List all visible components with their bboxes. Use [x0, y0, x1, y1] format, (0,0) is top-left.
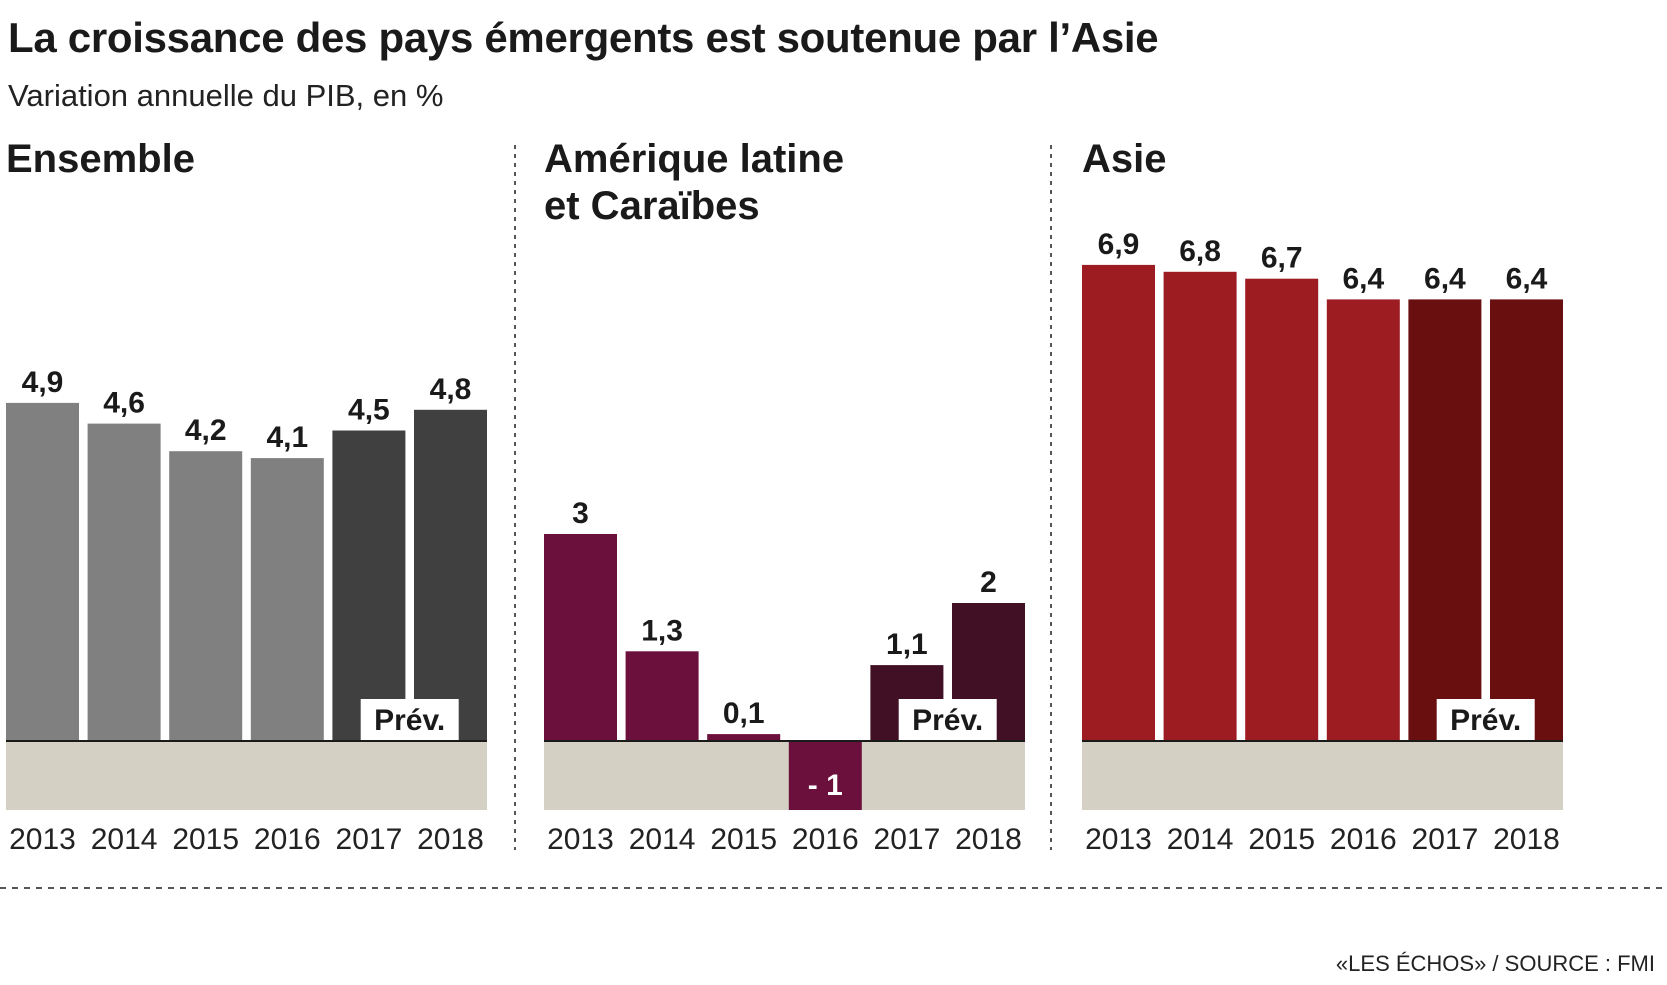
- panel-title: Asie: [1082, 137, 1167, 181]
- data-label: 4,8: [430, 373, 472, 406]
- chart-subtitle: Variation annuelle du PIB, en %: [8, 78, 444, 113]
- forecast-label: Prév.: [374, 704, 445, 737]
- x-tick-label: 2013: [9, 823, 76, 856]
- x-tick-label: 2016: [1330, 823, 1397, 856]
- bar-2014: [1163, 271, 1237, 741]
- bar-2016: [788, 741, 862, 810]
- bar-2013: [6, 402, 79, 741]
- x-tick-label: 2015: [1248, 823, 1315, 856]
- x-tick-label: 2017: [336, 823, 403, 856]
- panel-title-line: Asie: [1082, 137, 1167, 181]
- bar-2017: [1408, 299, 1482, 741]
- chart-panels: Ensemble 4,9 2013 4,6 2014 4,2 2015 4,1 2016 4,5 2…: [6, 137, 1563, 856]
- x-tick-label: 2014: [1167, 823, 1234, 856]
- negative-zone-band: [544, 741, 1025, 810]
- bar-2013: [544, 534, 617, 741]
- x-tick-label: 2013: [547, 823, 614, 856]
- data-label: 4,1: [266, 421, 308, 454]
- forecast-label: Prév.: [912, 704, 983, 737]
- data-label: 0,1: [723, 697, 765, 730]
- x-tick-label: 2016: [254, 823, 321, 856]
- bar-2014: [87, 423, 161, 741]
- bar-2018: [1490, 299, 1563, 741]
- bar-2016: [1326, 299, 1400, 741]
- x-tick-label: 2014: [629, 823, 696, 856]
- panel-title: Ensemble: [6, 137, 195, 181]
- x-tick-label: 2014: [91, 823, 158, 856]
- negative-zone-band: [6, 741, 487, 810]
- chart-title: La croissance des pays émergents est sou…: [8, 14, 1159, 61]
- data-label: 6,8: [1179, 235, 1221, 268]
- bar-2015: [707, 734, 781, 741]
- bar-2018: [414, 409, 487, 741]
- forecast-box: [360, 699, 459, 740]
- forecast-label: Prév.: [1450, 704, 1521, 737]
- bar-2015: [1245, 278, 1319, 741]
- panel-title-line: et Caraïbes: [544, 184, 760, 228]
- forecast-box: [1436, 699, 1535, 740]
- panel-title-line: Ensemble: [6, 137, 195, 181]
- bar-2013: [1082, 264, 1155, 741]
- x-tick-label: 2015: [710, 823, 777, 856]
- panel-title-line: Amérique latine: [544, 137, 844, 181]
- x-tick-label: 2018: [417, 823, 484, 856]
- data-label: 3: [572, 497, 589, 530]
- data-label: 2: [980, 566, 997, 599]
- forecast-box: [898, 699, 997, 740]
- data-label: 6,7: [1261, 242, 1303, 275]
- x-tick-label: 2013: [1085, 823, 1152, 856]
- data-label: 4,5: [348, 394, 390, 427]
- negative-zone-band: [1082, 741, 1563, 810]
- bar-2017: [332, 430, 406, 741]
- data-label: 6,4: [1342, 262, 1384, 295]
- x-tick-label: 2018: [1493, 823, 1560, 856]
- x-tick-label: 2018: [955, 823, 1022, 856]
- bar-2014: [625, 651, 699, 741]
- chart-panel-1: Ensemble 4,9 2013 4,6 2014 4,2 2015 4,1 2016 4,5 2…: [6, 137, 487, 856]
- data-label: 4,2: [185, 414, 227, 447]
- data-label: 1,3: [641, 614, 683, 647]
- data-label: 6,4: [1424, 262, 1466, 295]
- bar-2016: [250, 458, 324, 741]
- x-tick-label: 2017: [874, 823, 941, 856]
- data-label: 6,4: [1506, 262, 1548, 295]
- chart-panel-3: Asie 6,9 2013 6,8 2014 6,7 2015 6,4 2016 6,4 2017 6…: [1082, 137, 1563, 856]
- source-credit: «LES ÉCHOS» / SOURCE : FMI: [1335, 951, 1655, 976]
- x-tick-label: 2017: [1412, 823, 1479, 856]
- panel-dividers: [0, 145, 1667, 889]
- data-label: 4,9: [22, 366, 64, 399]
- bar-2015: [169, 451, 243, 741]
- data-label: 6,9: [1098, 228, 1140, 261]
- data-label: 4,6: [103, 387, 145, 420]
- data-label: - 1: [808, 769, 843, 802]
- panel-title: Amérique latine et Caraïbes: [544, 137, 844, 228]
- chart-panel-2: Amérique latine et Caraïbes 3 2013 1,3 2014 0,…: [544, 137, 1025, 856]
- x-tick-label: 2015: [172, 823, 239, 856]
- x-tick-label: 2016: [792, 823, 859, 856]
- data-label: 1,1: [886, 628, 928, 661]
